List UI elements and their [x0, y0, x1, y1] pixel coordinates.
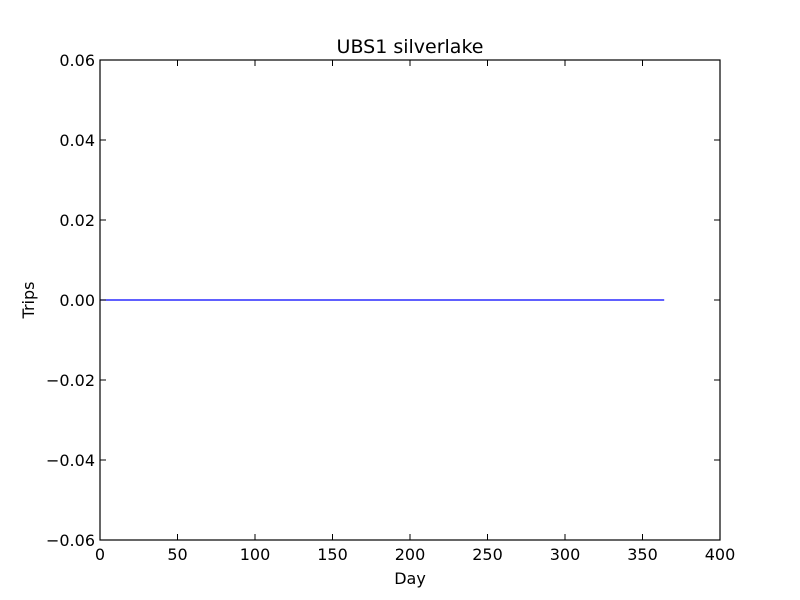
x-tick-label: 200 — [395, 545, 426, 564]
y-axis-label: Trips — [19, 282, 38, 320]
x-tick-label: 350 — [627, 545, 658, 564]
y-tick-label: 0.06 — [59, 51, 95, 70]
y-tick-label: −0.04 — [46, 451, 95, 470]
x-tick-label: 150 — [317, 545, 348, 564]
y-tick-label: 0.00 — [59, 291, 95, 310]
x-tick-label: 100 — [240, 545, 271, 564]
plot-area: 0 50 100 150 200 250 300 350 400 −0.06 −0.04 −0.02 0… — [46, 51, 735, 564]
chart-title: UBS1 silverlake — [337, 36, 484, 58]
y-tick-label: 0.02 — [59, 211, 95, 230]
x-tick-label: 400 — [705, 545, 736, 564]
axes-frame — [99, 59, 721, 541]
y-tick-label: 0.04 — [59, 131, 95, 150]
x-tick-label: 250 — [472, 545, 503, 564]
x-tick-label: 0 — [95, 545, 105, 564]
y-tick-label: −0.02 — [46, 371, 95, 390]
x-tick-label: 300 — [550, 545, 581, 564]
x-tick-label: 50 — [167, 545, 187, 564]
y-tick-label: −0.06 — [46, 531, 95, 550]
x-axis-label: Day — [394, 569, 426, 588]
